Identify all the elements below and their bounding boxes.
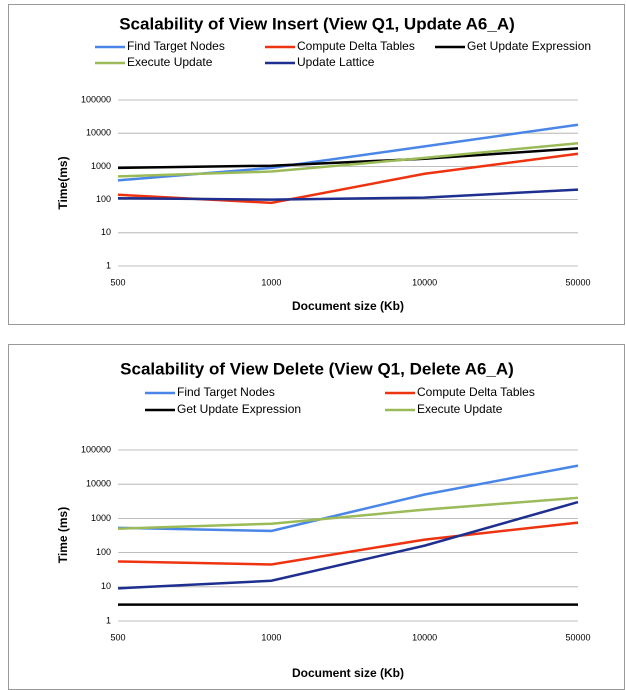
series-line	[117, 496, 579, 530]
y-tick-label: 10000	[86, 479, 111, 489]
y-tick-label: 10000	[86, 128, 111, 138]
legend-label: Get Update Expression	[467, 39, 591, 53]
legend-label: Find Target Nodes	[177, 385, 275, 399]
series-line	[117, 521, 579, 566]
y-tick-label: 100	[96, 194, 111, 204]
y-tick-label: 1000	[91, 161, 111, 171]
legend-label: Find Target Nodes	[127, 39, 225, 53]
y-tick-label: 10	[101, 227, 111, 237]
x-tick-label: 50000	[565, 277, 590, 287]
x-axis-label: Document size (Kb)	[292, 666, 404, 680]
chart-title: Scalability of View Insert (View Q1, Upd…	[119, 14, 515, 33]
y-tick-label: 100000	[81, 444, 111, 454]
legend-label: Compute Delta Tables	[297, 39, 415, 53]
y-tick-label: 1	[106, 260, 111, 270]
x-tick-label: 10000	[412, 277, 437, 287]
legend-label: Compute Delta Tables	[417, 385, 535, 399]
x-axis-label: Document size (Kb)	[292, 299, 404, 313]
legend-label: Update Lattice	[297, 55, 375, 69]
y-tick-label: 100	[96, 547, 111, 557]
y-axis-label: Time (ms)	[56, 507, 70, 563]
y-tick-label: 100000	[81, 94, 111, 104]
y-tick-label: 10	[101, 581, 111, 591]
y-tick-label: 1	[106, 615, 111, 625]
series-line	[117, 147, 579, 170]
legend-label: Execute Update	[417, 402, 503, 416]
x-tick-label: 500	[110, 277, 125, 287]
legend-label: Get Update Expression	[177, 402, 301, 416]
x-tick-label: 500	[110, 632, 125, 642]
x-tick-label: 50000	[565, 632, 590, 642]
x-tick-label: 10000	[412, 632, 437, 642]
series-line	[117, 188, 579, 201]
legend-label: Execute Update	[127, 55, 213, 69]
series-line	[117, 464, 579, 533]
x-tick-label: 1000	[261, 632, 281, 642]
y-axis-label: Time(ms)	[56, 156, 70, 209]
y-tick-label: 1000	[91, 513, 111, 523]
series-line	[117, 141, 579, 178]
series-line	[117, 500, 579, 590]
x-tick-label: 1000	[261, 277, 281, 287]
chart-title: Scalability of View Delete (View Q1, Del…	[120, 359, 514, 378]
